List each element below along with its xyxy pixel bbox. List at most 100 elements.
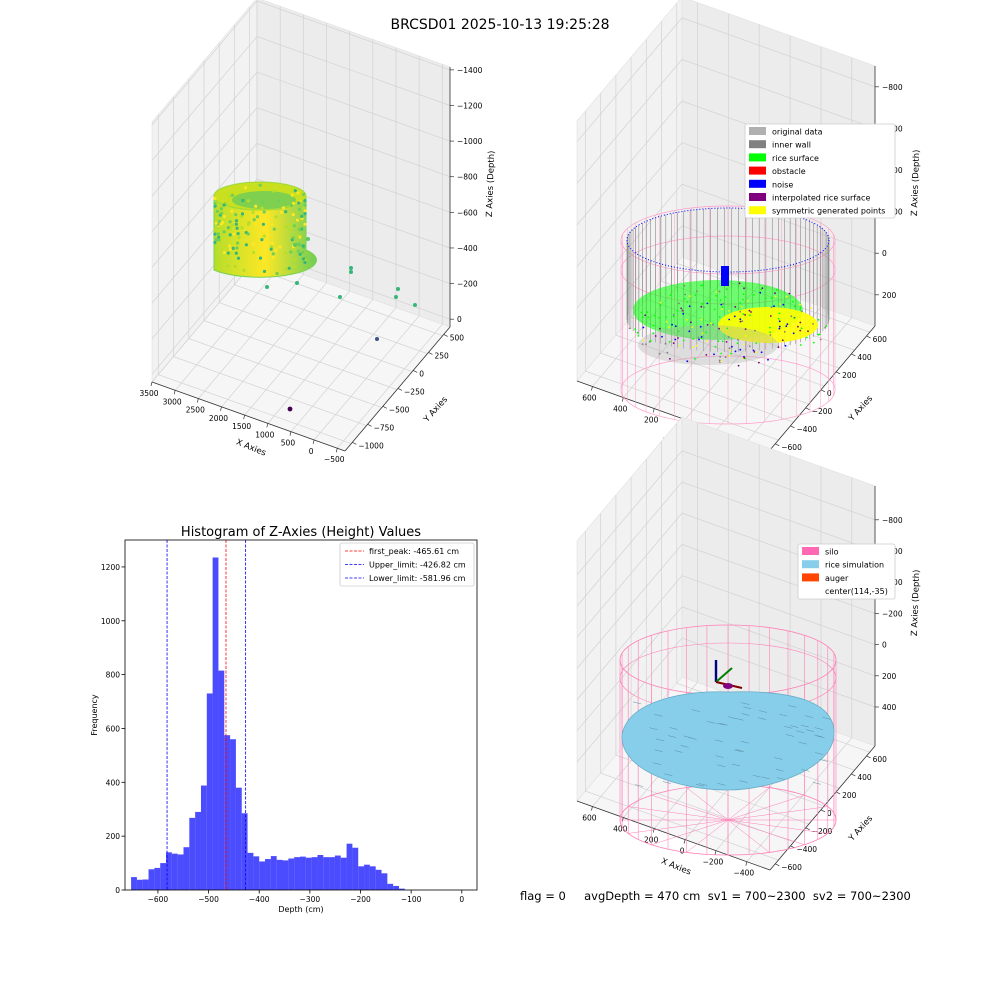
classified-point [677,337,679,339]
classified-point [715,291,718,294]
rice-mesh-line [699,783,708,786]
panel2-y-tick-label: 600 [873,335,888,344]
raw-point [246,199,250,203]
classified-point [642,326,645,329]
raw-point [303,209,307,213]
rice-mesh-line [652,762,661,765]
raw-point [303,212,307,216]
raw-point [214,221,218,225]
panel2-y-tick [866,335,871,339]
panel2-legend-label: original data [772,128,823,137]
rice-mesh-line [788,705,797,708]
raw-point [259,218,263,222]
histogram-bar [288,858,295,890]
classified-point [658,352,661,355]
classified-point [708,299,711,302]
classified-point [661,335,663,338]
classified-point [739,320,742,323]
classified-point [713,308,716,311]
classified-point [658,316,660,319]
raw-point [293,264,297,269]
panel4-legend-label: silo [825,548,839,557]
classified-point [785,325,788,328]
raw-point [284,225,288,229]
classified-point [739,302,742,304]
classified-point [690,321,692,324]
classified-point [799,307,802,310]
raw-point [230,193,234,197]
histogram-bar [142,879,149,890]
panel4-x-tick-label: 0 [680,847,685,856]
panel1-x-tick [196,398,199,403]
classified-point [744,334,747,337]
panel4-x-tick [683,839,686,844]
panel1-z-tick-label: −200 [457,280,478,289]
classified-point [748,345,751,348]
raw-point [226,264,230,268]
silo-floor-spoke [651,819,729,845]
classified-point [773,305,775,308]
classified-point [680,307,683,310]
classified-point [671,323,673,326]
raw-point [254,204,258,208]
raw-point [296,234,300,238]
panel1-z-tick-label: −600 [457,208,478,217]
classified-point [800,327,803,330]
panel1-x-tick [173,390,176,395]
panel2-legend-label: symmetric generated points [772,207,885,216]
classified-point [694,357,696,360]
raw-outlier-point [349,270,353,274]
classified-point [817,333,820,336]
silo-floor-spoke [628,819,729,834]
classified-point [774,292,776,295]
classified-point [636,331,639,334]
classified-point [718,359,721,362]
histogram-bar [183,847,190,890]
panel-classify-3d: 3D classify of Silo Interior−400−2000200… [576,0,922,458]
panel1-y-tick-label: −500 [389,405,410,414]
classified-point [700,305,703,308]
raw-point [213,232,217,236]
classified-point [733,315,736,318]
classified-point [676,310,679,312]
symmetric-points [718,307,818,343]
rice-mesh-line [695,783,704,787]
classified-point [709,322,712,325]
classified-point [807,330,809,333]
panel1-z-tick-label: −1000 [457,137,483,146]
classified-point [664,342,667,345]
panel2-x-tick-label: 200 [644,416,659,425]
classified-point [699,325,702,328]
raw-outlier-point [349,266,353,270]
panel4-y-tick [835,791,841,795]
raw-point [303,199,307,203]
classified-point [753,294,755,296]
raw-point [219,207,223,211]
raw-outlier-point [287,406,293,412]
classified-point [634,328,636,330]
panel4-y-tick-label: 400 [857,773,872,782]
raw-point [234,222,238,226]
histogram-bar [375,869,382,890]
classified-point [745,324,748,327]
silo-floor-spoke [727,795,805,821]
classified-point [695,344,698,347]
panel2-y-tick [820,389,826,393]
classified-point [746,300,749,302]
classified-point [686,319,688,321]
histogram-bar [299,856,306,890]
panel1-x-tick-label: 1000 [255,430,274,439]
raw-point [231,246,235,250]
silo-floor-spoke [727,806,828,821]
classified-point [734,350,737,353]
panel4-grid-y [585,531,779,861]
histogram-bar [369,866,376,890]
classified-point [810,307,812,309]
panel4-y-tick-label: 0 [827,809,832,818]
panel1-y-tick [367,424,372,427]
classified-point [778,320,781,323]
raw-point [228,244,232,248]
raw-point [215,209,219,213]
classified-point [654,335,657,337]
